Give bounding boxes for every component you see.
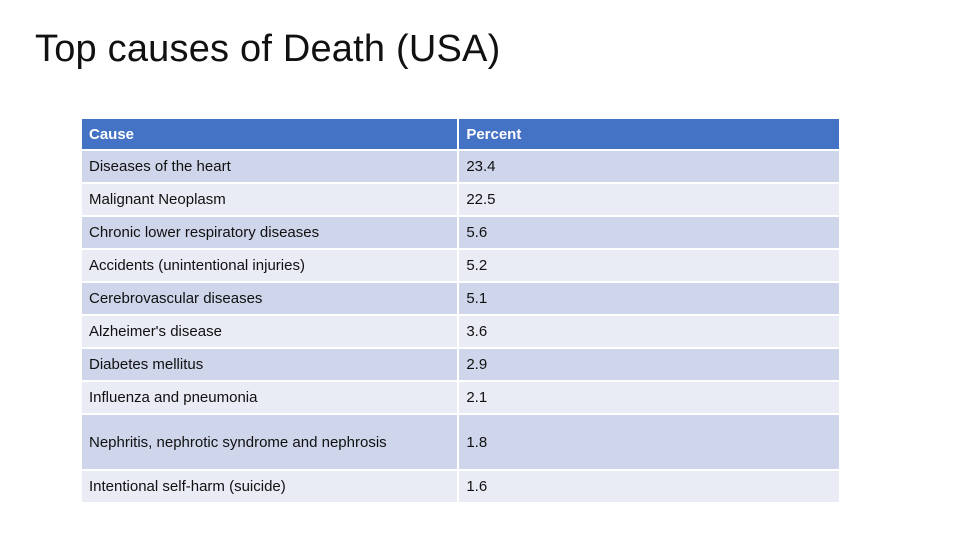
cell-cause: Intentional self-harm (suicide): [82, 471, 458, 502]
cell-percent: 5.1: [459, 283, 839, 314]
cell-cause: Chronic lower respiratory diseases: [82, 217, 458, 248]
cell-percent: 23.4: [459, 151, 839, 182]
table-row: Cerebrovascular diseases 5.1: [82, 283, 839, 314]
cell-percent: 3.6: [459, 316, 839, 347]
cell-cause: Malignant Neoplasm: [82, 184, 458, 215]
cell-cause: Alzheimer's disease: [82, 316, 458, 347]
table-row: Diseases of the heart 23.4: [82, 151, 839, 182]
cell-percent: 22.5: [459, 184, 839, 215]
table-row: Intentional self-harm (suicide) 1.6: [82, 471, 839, 502]
table-row: Nephritis, nephrotic syndrome and nephro…: [82, 415, 839, 469]
cell-percent: 2.9: [459, 349, 839, 380]
header-cause: Cause: [82, 119, 458, 149]
table-row: Alzheimer's disease 3.6: [82, 316, 839, 347]
table-row: Chronic lower respiratory diseases 5.6: [82, 217, 839, 248]
slide-title: Top causes of Death (USA): [35, 28, 501, 70]
cell-cause: Nephritis, nephrotic syndrome and nephro…: [82, 415, 458, 469]
table-row: Diabetes mellitus 2.9: [82, 349, 839, 380]
cell-cause: Diabetes mellitus: [82, 349, 458, 380]
table-header-row: Cause Percent: [82, 119, 839, 149]
cell-cause: Diseases of the heart: [82, 151, 458, 182]
cell-percent: 5.6: [459, 217, 839, 248]
cell-percent: 5.2: [459, 250, 839, 281]
cell-percent: 1.8: [459, 415, 839, 469]
cell-cause: Accidents (unintentional injuries): [82, 250, 458, 281]
cell-percent: 1.6: [459, 471, 839, 502]
cell-cause: Influenza and pneumonia: [82, 382, 458, 413]
cell-cause: Cerebrovascular diseases: [82, 283, 458, 314]
table-row: Malignant Neoplasm 22.5: [82, 184, 839, 215]
header-percent: Percent: [459, 119, 839, 149]
causes-of-death-table: Cause Percent Diseases of the heart 23.4…: [80, 117, 841, 504]
table-row: Influenza and pneumonia 2.1: [82, 382, 839, 413]
cell-percent: 2.1: [459, 382, 839, 413]
table-row: Accidents (unintentional injuries) 5.2: [82, 250, 839, 281]
